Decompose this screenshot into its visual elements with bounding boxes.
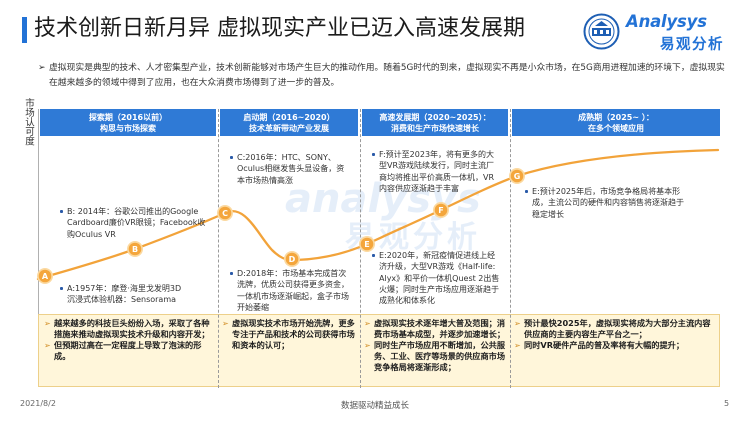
intro-paragraph: 虚拟现实是典型的技术、人才密集型产业，技术创新能够对市场产生巨大的推动作用。随着…: [38, 61, 726, 91]
phase-name: 探索期（2016以前）: [88, 112, 168, 122]
note-item: 同时生产市场应用不断增加，公共服务、工业、医疗等场景的供应商市场竞争格局将逐渐形…: [364, 340, 508, 373]
note-item: 但预期过高在一定程度上导致了泡沫的形成。: [44, 340, 216, 362]
phase-name: 高速发展期（2020~2025）：: [379, 112, 491, 122]
milestone-letter: D: [289, 255, 296, 264]
note-item: 虚拟现实技术市场开始洗牌，更多专注于产品和技术的公司获得市场和资本的认可；: [222, 318, 356, 351]
page-title: 技术创新日新月异 虚拟现实产业已迈入高速发展期: [34, 16, 525, 41]
phase-header-exploration: 探索期（2016以前） 构思与市场探索: [40, 109, 216, 136]
brand-logo-wordmark: Analysys: [626, 12, 707, 31]
milestone-note-f: F:预计至2023年，将有更多的大型VR游戏陆续发行，同时主流厂商均将推出平价高…: [372, 149, 502, 194]
phase-subtitle: 技术革新带动产业发展: [249, 123, 329, 133]
milestone-letter: C: [222, 209, 228, 218]
phase-subtitle: 构思与市场探索: [100, 123, 156, 133]
note-item: 越来越多的科技巨头纷纷入场，采取了各种措施来推动虚拟现实技术升级和内容开发；: [44, 318, 216, 340]
phase-header-startup: 启动期（2016~2020） 技术革新带动产业发展: [220, 109, 358, 136]
milestone-point-b: B: [127, 241, 143, 257]
phase-name: 启动期（2016~2020）: [243, 112, 335, 122]
footer-date: 2021/8/2: [20, 399, 56, 408]
phase-divider: [218, 109, 219, 388]
phase-note-startup: 虚拟现实技术市场开始洗牌，更多专注于产品和技术的公司获得市场和资本的认可；: [222, 318, 356, 351]
milestone-point-a: A: [37, 268, 53, 284]
phase-name: 成熟期（2025~ ）：: [578, 112, 654, 122]
milestone-letter: A: [42, 272, 49, 281]
seal-badge-icon: [583, 13, 620, 50]
note-item: 虚拟现实技术逐年增大普及范围；消费市场基本成型，并逐步加速增长；: [364, 318, 508, 340]
milestone-point-c: C: [217, 205, 233, 221]
note-item: 预计最快2025年，虚拟现实将成为大部分主流内容供应商的主要内容生产平台之一；: [514, 318, 714, 340]
footer-slogan: 数据驱动精益成长: [340, 401, 409, 411]
phase-note-rapid-growth: 虚拟现实技术逐年增大普及范围；消费市场基本成型，并逐步加速增长； 同时生产市场应…: [364, 318, 508, 373]
milestone-letter: G: [514, 172, 521, 181]
title-accent-bar: [22, 17, 27, 43]
y-axis-line: [38, 109, 39, 314]
phase-header-maturity: 成熟期（2025~ ）： 在多个领域应用: [512, 109, 720, 136]
brand-logo-chinese: 易观分析: [660, 37, 724, 53]
phase-note-exploration: 越来越多的科技巨头纷纷入场，采取了各种措施来推动虚拟现实技术升级和内容开发； 但…: [44, 318, 216, 362]
milestone-note-a: A:1957年：摩登·海里戈发明3D沉浸式体验机器：Sensorama: [60, 283, 188, 306]
phase-divider: [360, 109, 361, 388]
note-item: 同时VR硬件产品的普及率将有大幅的提升；: [514, 340, 714, 351]
milestone-note-d: D:2018年：市场基本完成首次洗牌，优质公司获得更多资金，一体机市场逐渐崛起，…: [230, 268, 350, 313]
page-number: 5: [724, 399, 730, 408]
milestone-note-e: E:2020年，新冠疫情促进线上经济升级，大型VR游戏《Half-life: A…: [372, 250, 500, 306]
milestone-point-g: G: [509, 168, 525, 184]
milestone-note-b: B: 2014年：谷歌公司推出的Google Cardboard廉价VR眼镜；F…: [60, 206, 206, 240]
phase-subtitle: 消费和生产市场快速增长: [391, 123, 479, 133]
phase-divider: [510, 109, 511, 388]
milestone-note-c: C:2016年：HTC、SONY、Oculus相继发售头显设备，资本市场热情高涨: [230, 152, 350, 186]
phase-note-maturity: 预计最快2025年，虚拟现实将成为大部分主流内容供应商的主要内容生产平台之一； …: [514, 318, 714, 351]
phase-subtitle: 在多个领域应用: [588, 123, 644, 133]
phase-header-rapid-growth: 高速发展期（2020~2025）： 消费和生产市场快速增长: [362, 109, 508, 136]
milestone-letter: B: [132, 245, 138, 254]
milestone-note-g: E:预计2025年后，市场竞争格局将基本形成，主流公司的硬件和内容销售将逐渐趋于…: [525, 186, 690, 220]
milestone-point-d: D: [284, 251, 300, 267]
y-axis-label: 市场认可度: [23, 98, 34, 146]
